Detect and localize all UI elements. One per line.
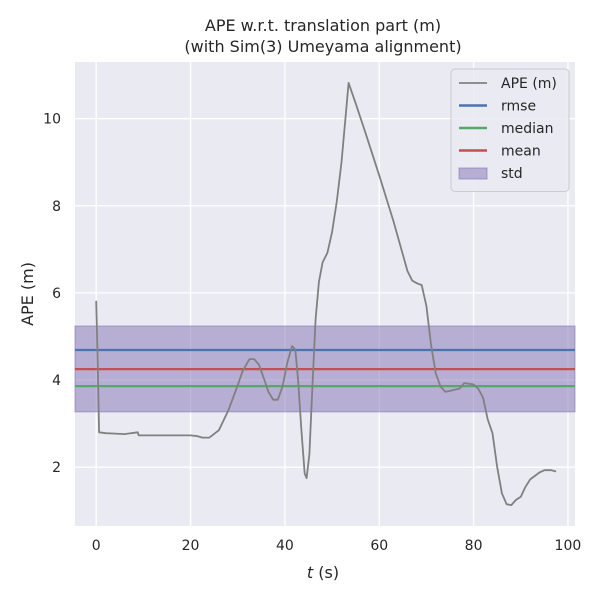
y-tick-label: 2 [52,460,61,476]
x-tick-label: 60 [370,538,388,554]
series-lines-layer [95,82,557,506]
legend-label-std: std [501,166,523,182]
legend-frame [450,68,570,192]
y-tick-labels: 2 4 6 8 10 [43,112,61,477]
x-tick-label: 100 [555,538,582,554]
x-tick-label: 20 [182,538,200,554]
chart-title-line-1: APE w.r.t. translation part (m) [205,16,441,35]
legend-label-ape-m: APE (m) [501,76,557,92]
y-tick-label: 8 [52,199,61,215]
legend-swatch-std [458,167,488,180]
legend-label-median: median [501,121,553,137]
y-tick-label: 10 [43,112,61,128]
x-tick-label: 40 [276,538,294,554]
y-axis-label: APE (m) [18,262,37,326]
chart-title-line-2: (with Sim(3) Umeyama alignment) [184,37,461,56]
ape-m-series-line [95,82,557,506]
y-tick-label: 6 [52,286,61,302]
legend-label-mean: mean [501,144,541,160]
x-axis-label-unit: (s) [313,563,339,582]
x-axis-label-var: t [307,563,314,582]
legend-label-rmse: rmse [501,99,536,115]
stat-lines-layer [75,348,575,388]
x-axis-label: t (s) [307,563,339,582]
x-tick-label: 0 [92,538,101,554]
y-tick-label: 4 [52,373,61,389]
x-tick-labels: 0 20 40 60 80 100 [92,538,582,554]
legend: APE (m) rmse median mean std [450,68,570,192]
x-tick-label: 80 [465,538,483,554]
